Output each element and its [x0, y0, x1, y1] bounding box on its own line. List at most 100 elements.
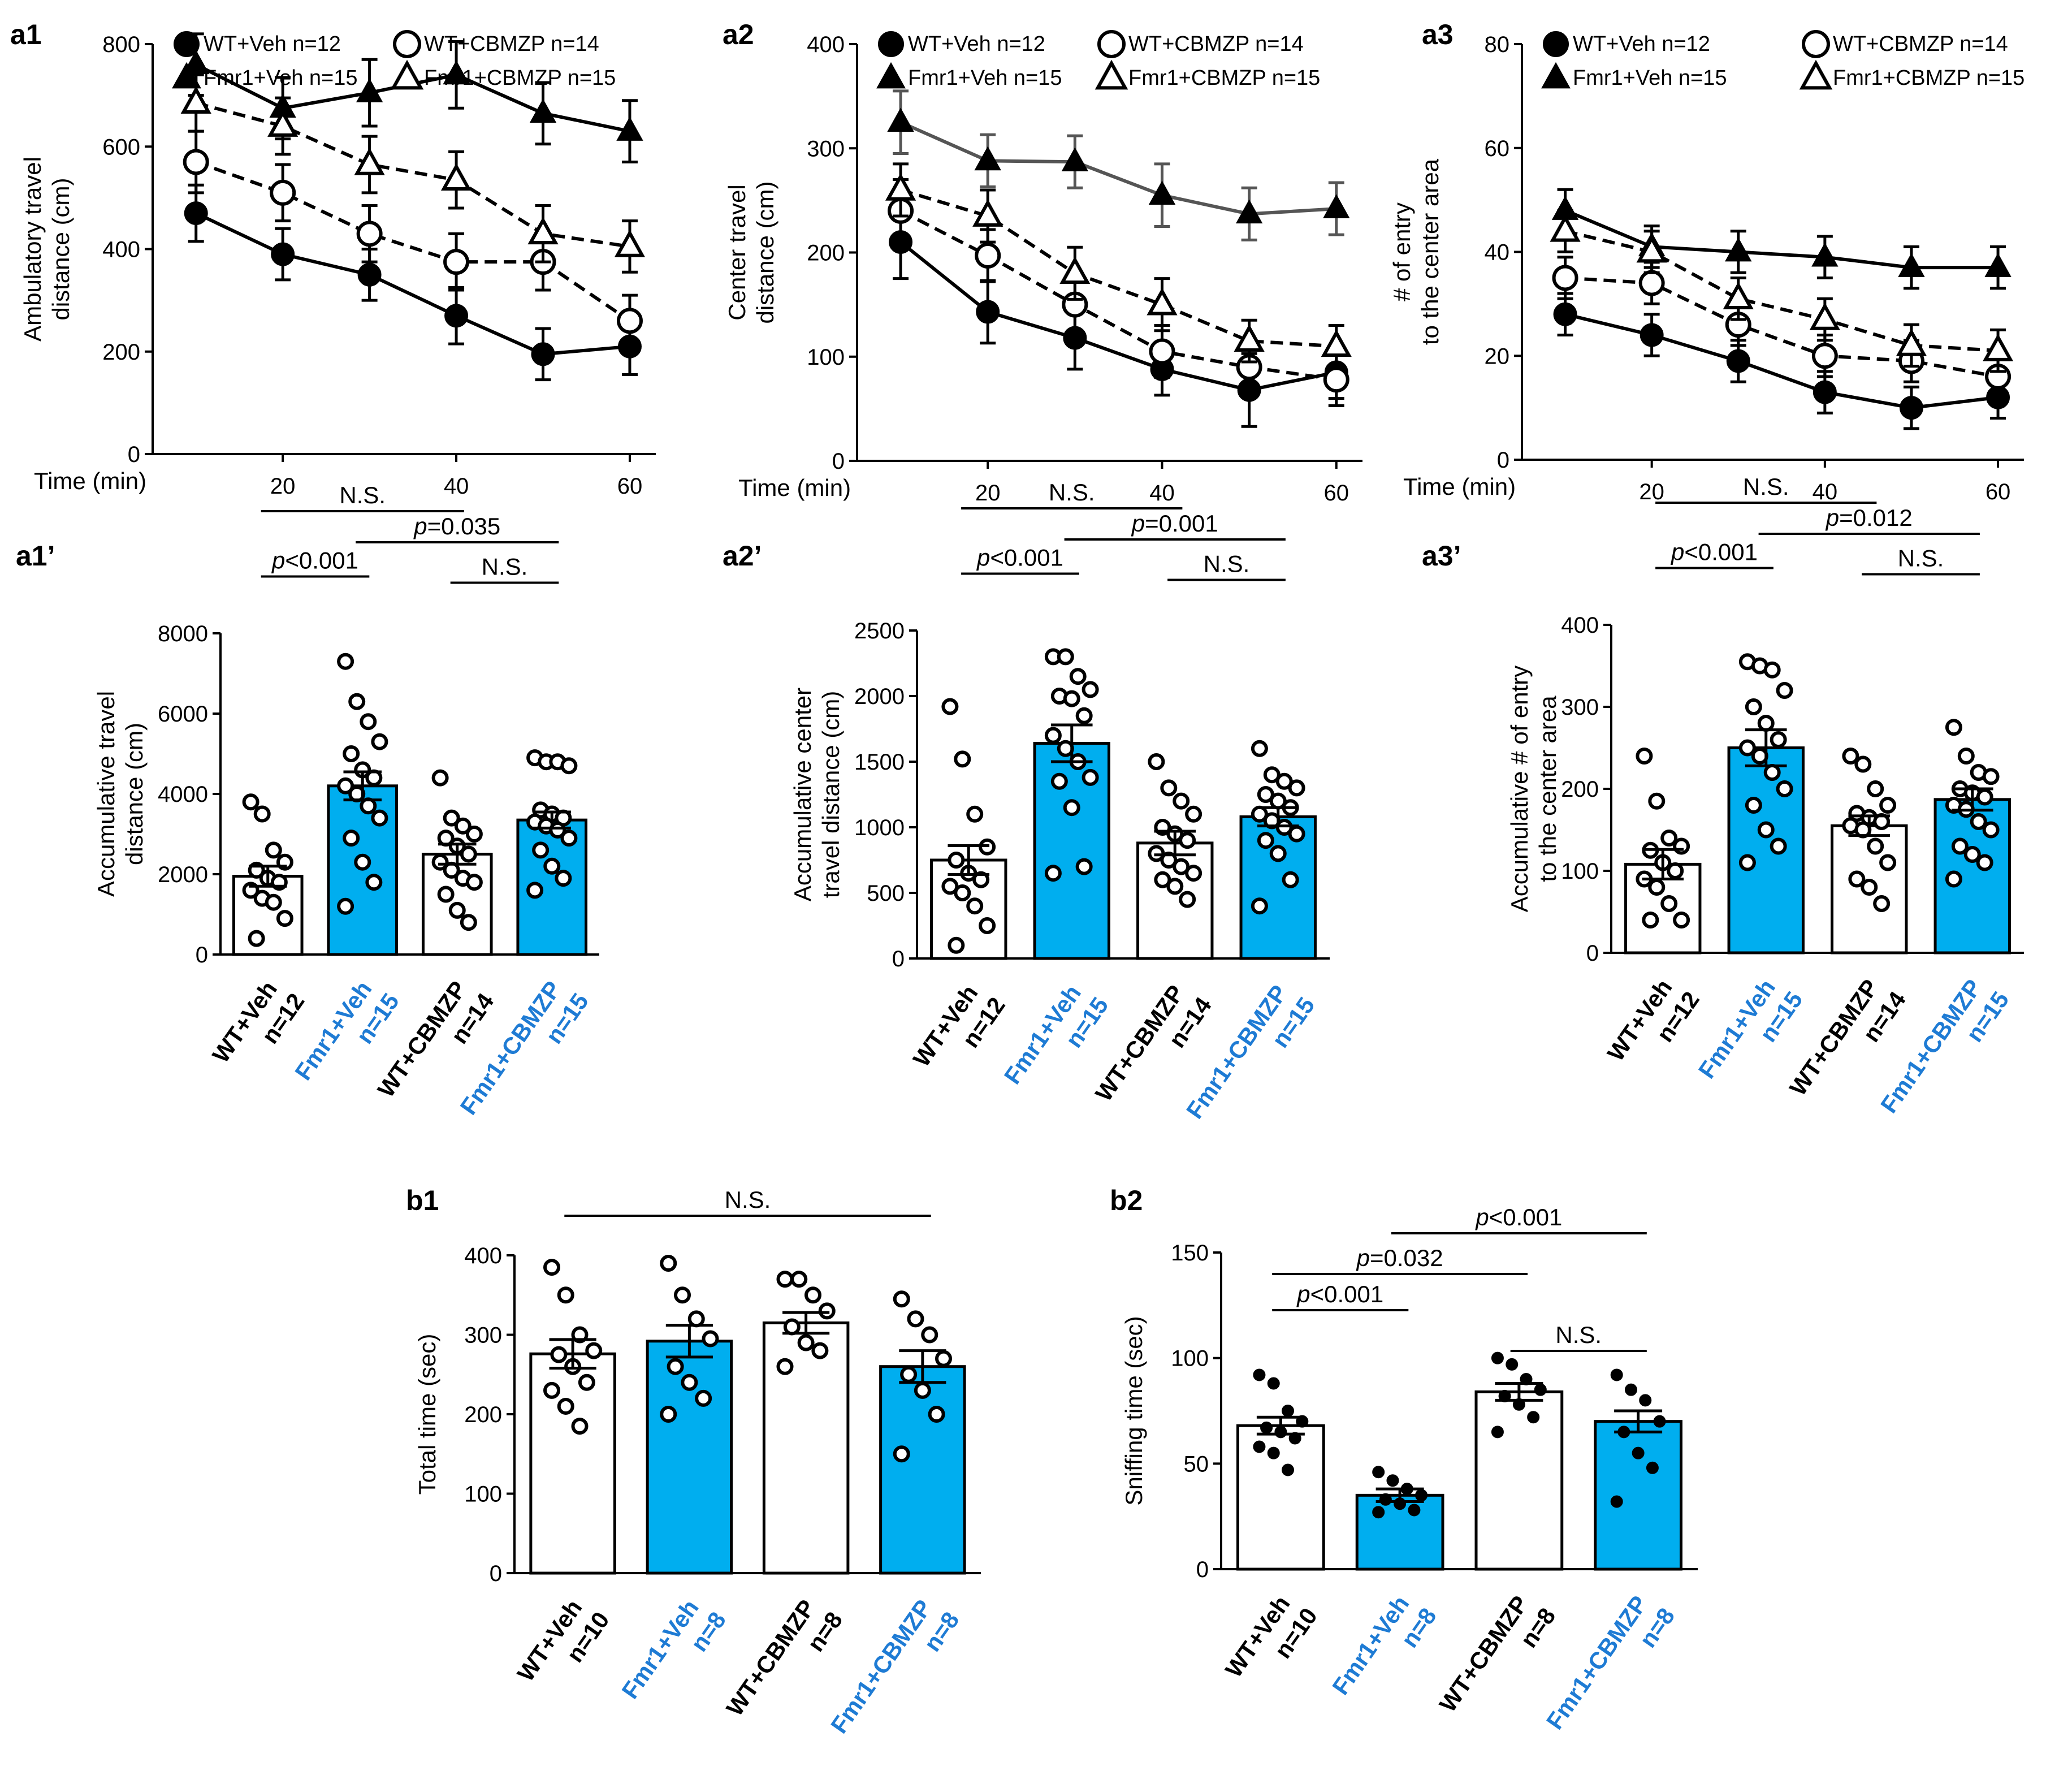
x-tick-label: 20 [1639, 480, 1664, 504]
category-label: WT+Vehn=10 [512, 1590, 615, 1703]
data-point [1082, 768, 1099, 786]
y-axis-title: Accumulative # of entryto the center are… [1506, 666, 1561, 913]
data-point [972, 871, 990, 888]
marker-triangle-filled [1725, 237, 1752, 262]
data-point [979, 917, 996, 934]
marker-circle-open [1552, 265, 1578, 291]
data-point [1253, 1440, 1266, 1453]
stat-value: N.S. [1049, 479, 1095, 506]
data-point [1776, 780, 1793, 797]
data-point [571, 1418, 589, 1435]
marker-triangle-filled [529, 98, 557, 123]
bar-chart-a3p: a3’ 0 100 200 300 400 Accumulative # of entryt… [1422, 473, 2024, 1118]
data-point [1491, 1426, 1504, 1439]
data-point [948, 936, 965, 954]
line-chart-a2: a2 0 100 200 300 400 20 40 60 Time (min) Center tr… [723, 19, 1362, 506]
data-point [1044, 727, 1062, 744]
y-tick-label: 0 [832, 449, 845, 474]
data-point [337, 897, 354, 915]
x-tick-label: 40 [444, 474, 469, 499]
y-axis-title: Center traveldistance (cm) [724, 181, 778, 323]
p-symbol: p [1356, 1245, 1370, 1271]
marker-triangle-filled [356, 78, 383, 102]
data-point [543, 1381, 560, 1399]
marker-circle-open [1638, 270, 1665, 296]
data-point [941, 878, 959, 895]
y-tick-label: 100 [1561, 859, 1599, 884]
marker-circle-open [975, 243, 1001, 269]
data-point [966, 897, 984, 915]
x-axis-title: Time (min) [1403, 473, 1516, 500]
data-point [437, 886, 455, 903]
data-point [560, 830, 578, 847]
bar-group-Fmr1+Veh: Fmr1+Vehn=8 [616, 1255, 733, 1720]
stat-value: N.S. [1898, 545, 1944, 572]
data-point [1386, 1474, 1399, 1487]
bar-group-WT+Veh: WT+Vehn=10 [512, 1259, 616, 1703]
data-point [1282, 1463, 1295, 1476]
series-line [899, 240, 1337, 392]
stat-value: =0.012 [1839, 504, 1913, 531]
series-Fmr1+CBMZP [1550, 209, 2014, 373]
line-chart-a3: a3 0 20 40 60 80 20 40 60 Time (min) # of entryto … [1388, 19, 2025, 504]
category-label: Fmr1+Vehn=8 [616, 1590, 731, 1720]
data-point [1632, 1446, 1645, 1459]
stat-label: N.S. [339, 482, 386, 508]
data-point [1179, 891, 1196, 908]
marker-triangle-filled [1323, 194, 1350, 218]
data-point [1282, 1405, 1295, 1417]
data-point [1267, 1446, 1280, 1459]
comparison-bracket: p=0.035 [356, 513, 559, 543]
data-point [1260, 1421, 1273, 1434]
marker-circle-open [183, 149, 209, 175]
series-line [195, 211, 630, 356]
panel-label: a2’ [723, 540, 762, 572]
stat-label: p<0.001 [1296, 1281, 1383, 1307]
data-point [585, 1342, 603, 1359]
marker-circle-filled [357, 262, 382, 287]
series-line [1564, 229, 1999, 353]
bar-group-WT+Veh: WT+Vehn=12 [1602, 748, 1705, 1066]
legend: WT+Veh n=12 WT+CBMZP n=14 Fmr1+Veh n=15 Fmr… [172, 30, 616, 90]
data-point [1642, 912, 1659, 928]
legend-item: Fmr1+CBMZP n=15 [390, 59, 616, 90]
data-point [1288, 779, 1305, 797]
marker-triangle-open [614, 230, 646, 257]
data-point [1288, 825, 1305, 843]
data-point [935, 1350, 952, 1367]
data-point [1269, 845, 1287, 862]
bar-chart-a2p: a2’ 0 500 1000 1500 2000 2500 Accumulative cent… [723, 479, 1330, 1124]
comparison-bracket: p<0.001 [961, 545, 1079, 575]
x-axis-title: Time (min) [34, 468, 146, 494]
series-line [900, 188, 1336, 348]
legend-item: WT+CBMZP n=14 [1802, 30, 2008, 58]
category-label: Fmr1+CBMZPn=8 [1541, 1586, 1680, 1751]
marker-triangle-open [1982, 334, 2014, 361]
data-point [1251, 740, 1268, 757]
y-tick-label: 1500 [854, 750, 905, 775]
y-axis-title: # of entryto the center area [1388, 158, 1443, 345]
y-axis-title: Accumulative centertravel distance (cm) [789, 688, 844, 901]
x-tick-label: 60 [1324, 481, 1349, 506]
data-point [1408, 1504, 1421, 1517]
data-point [941, 698, 959, 715]
marker-triangle-filled [1235, 199, 1263, 224]
marker-circle-open [270, 179, 296, 206]
marker-circle-open [1323, 366, 1349, 393]
marker-triangle-open [180, 86, 211, 114]
marker-circle-filled [531, 342, 555, 366]
marker-circle-open [393, 30, 421, 58]
series-line [899, 209, 1337, 382]
y-axis-title-line: Accumulative # of entry [1506, 666, 1533, 913]
data-point [1166, 878, 1184, 895]
marker-circle-open [616, 308, 643, 334]
data-point [532, 841, 550, 859]
x-tick-label: 60 [1986, 480, 2011, 504]
marker-triangle-open [1059, 256, 1091, 284]
stat-value: <0.001 [285, 547, 358, 574]
category-label: Fmr1+CBMZPn=8 [825, 1590, 964, 1755]
legend-label: Fmr1+Veh n=15 [908, 66, 1062, 90]
y-tick-label: 0 [128, 442, 140, 467]
data-point [443, 809, 460, 827]
series-WT+CBMZP [183, 129, 643, 348]
